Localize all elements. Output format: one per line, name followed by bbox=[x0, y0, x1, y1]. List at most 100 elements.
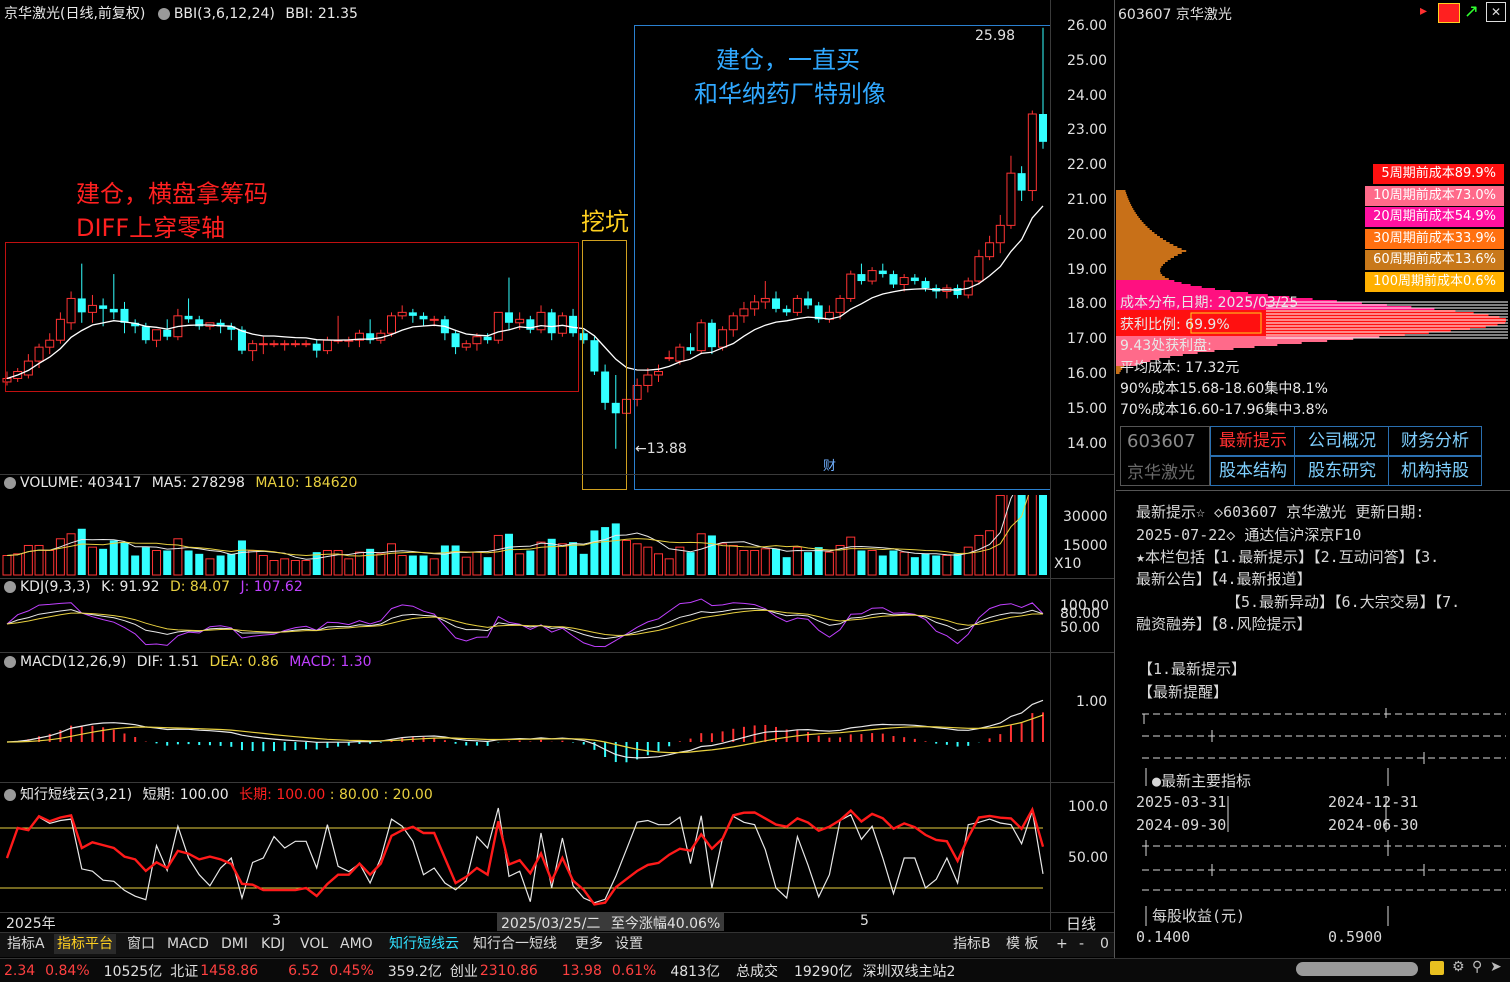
candle-body bbox=[953, 288, 962, 295]
annotation-left-1: 建仓，横盘拿筹码 bbox=[76, 180, 268, 208]
status-item: 10525亿 bbox=[103, 963, 163, 980]
chip-period-item[interactable]: 100周期前成本0.6% bbox=[1365, 271, 1504, 292]
finance-marker[interactable]: 财 bbox=[823, 459, 837, 474]
toolbar-tab[interactable]: MACD bbox=[167, 936, 209, 952]
volume-chart[interactable] bbox=[0, 495, 1050, 577]
bbi-value: BBI: 21.35 bbox=[285, 6, 358, 22]
f10-button[interactable]: 公司概况 bbox=[1294, 426, 1390, 456]
settings-circle-icon[interactable] bbox=[157, 8, 170, 20]
f10-eps-1: 0.1400 bbox=[1136, 928, 1191, 946]
candle-body bbox=[910, 277, 919, 282]
status-item: 19290亿 bbox=[793, 963, 853, 980]
volume-bar bbox=[227, 553, 236, 575]
stock-code: 603607 bbox=[1127, 431, 1196, 452]
arrow-icon[interactable]: ➤ bbox=[1490, 959, 1502, 975]
f10-eps-2: 0.5900 bbox=[1328, 928, 1383, 946]
toolbar-tab[interactable]: 窗口 bbox=[127, 936, 155, 952]
volume-bar bbox=[184, 550, 193, 575]
candle bbox=[910, 274, 919, 285]
volume-bar bbox=[1017, 495, 1026, 575]
f10-button[interactable]: 股本结构 bbox=[1210, 456, 1296, 486]
accumulation-box bbox=[5, 242, 579, 392]
candle bbox=[739, 301, 749, 323]
chip-profit-amount: 9.43处获利盘: bbox=[1120, 338, 1212, 354]
chip-toggle-icon[interactable] bbox=[1438, 3, 1460, 23]
candle-body bbox=[429, 318, 439, 321]
chip-bar bbox=[1116, 294, 1268, 296]
candle bbox=[899, 274, 909, 292]
main-chart-area[interactable]: 京华激光(日线,前复权) BBI(3,6,12,24) BBI: 21.35 建… bbox=[0, 0, 1113, 490]
settings-circle-icon[interactable] bbox=[4, 581, 16, 593]
f10-line-5[interactable]: 【5.最新异动】【6.大宗交易】【7. bbox=[1226, 593, 1461, 611]
candle-body bbox=[611, 402, 620, 414]
toolbar-tab[interactable]: 指标A bbox=[7, 936, 45, 952]
red-flag-icon[interactable]: ▸ bbox=[1420, 3, 1428, 19]
chip-period-item[interactable]: 20周期前成本54.9% bbox=[1365, 207, 1504, 227]
toolbar-tab[interactable]: AMO bbox=[340, 936, 373, 952]
volume-bar bbox=[195, 553, 204, 575]
chip-period-item[interactable]: 60周期前成本13.6% bbox=[1365, 250, 1504, 270]
toolbar-right-button[interactable]: + bbox=[1056, 936, 1068, 952]
candle bbox=[152, 329, 162, 348]
price-axis-label: 25.00 bbox=[1067, 52, 1108, 69]
candlestick-chart[interactable] bbox=[0, 0, 1113, 474]
volume-bar bbox=[34, 544, 44, 576]
f10-button[interactable]: 股东研究 bbox=[1294, 456, 1390, 486]
cloud-chart[interactable] bbox=[0, 802, 1050, 912]
toolbar-right-button[interactable]: 指标B bbox=[953, 936, 991, 952]
toolbar-tab[interactable]: 知行短线云 bbox=[389, 936, 459, 952]
close-icon[interactable]: ✕ bbox=[1486, 2, 1506, 22]
macd-chart[interactable] bbox=[0, 672, 1050, 782]
settings-circle-icon[interactable] bbox=[4, 789, 16, 801]
volume-bar bbox=[354, 551, 364, 576]
candle bbox=[483, 333, 492, 344]
candle-body bbox=[45, 339, 55, 348]
f10-line-3[interactable]: ★本栏包括【1.最新提示】【2.互动问答】【3. bbox=[1136, 548, 1440, 566]
toolbar-tab[interactable]: 指标平台 bbox=[54, 934, 116, 954]
chip-bar bbox=[1116, 200, 1130, 202]
period-label[interactable]: 日线 bbox=[1066, 915, 1097, 933]
candle-body bbox=[664, 357, 674, 360]
settings-gear-icon[interactable]: ⚙ bbox=[1452, 959, 1465, 975]
info-icon[interactable] bbox=[1430, 961, 1444, 975]
f10-button[interactable]: 财务分析 bbox=[1388, 426, 1482, 456]
f10-line-6[interactable]: 融资融券】【8.风险提示】 bbox=[1136, 615, 1312, 633]
toolbar-right-button[interactable]: 0 bbox=[1100, 936, 1109, 952]
candle-body bbox=[601, 371, 610, 403]
toolbar-tab[interactable]: DMI bbox=[221, 936, 248, 952]
settings-circle-icon[interactable] bbox=[4, 477, 16, 489]
f10-line-4[interactable]: 最新公告】【4.最新报道】 bbox=[1136, 570, 1312, 588]
toolbar-tab[interactable]: 设置 bbox=[615, 936, 643, 952]
candle bbox=[429, 315, 439, 327]
lock-icon[interactable]: ⚲ bbox=[1472, 959, 1483, 975]
status-scroll-slider[interactable] bbox=[1296, 962, 1418, 976]
toolbar-tab[interactable]: VOL bbox=[300, 936, 329, 952]
toolbar-right-button[interactable]: - bbox=[1079, 936, 1085, 952]
toolbar-right-button[interactable]: 模 板 bbox=[1006, 936, 1039, 952]
green-arrow-icon[interactable]: ↗ bbox=[1464, 1, 1480, 22]
kdj-j: J: 107.62 bbox=[240, 579, 303, 595]
toolbar-tab[interactable]: 知行合一短线 bbox=[473, 936, 557, 952]
f10-divider bbox=[1116, 490, 1510, 491]
candle bbox=[804, 291, 813, 309]
toolbar-tab[interactable]: KDJ bbox=[261, 936, 286, 952]
candle bbox=[985, 235, 995, 261]
chip-period-item[interactable]: 5周期前成本89.9% bbox=[1373, 164, 1504, 184]
chip-bar bbox=[1116, 308, 1435, 310]
f10-button[interactable]: 最新提示 bbox=[1210, 426, 1296, 456]
macd-dif-line bbox=[6, 699, 1044, 759]
annotation-right-2: 和华纳药厂特别像 bbox=[694, 80, 886, 108]
volume-bar bbox=[66, 533, 76, 576]
chip-period-item[interactable]: 30周期前成本33.9% bbox=[1365, 228, 1504, 249]
volume-bar bbox=[814, 547, 823, 575]
chip-bar bbox=[1116, 218, 1141, 220]
settings-circle-icon[interactable] bbox=[4, 656, 16, 668]
chip-bar bbox=[1116, 276, 1165, 278]
volume-bar bbox=[792, 546, 802, 576]
chip-period-item[interactable]: 10周期前成本73.0% bbox=[1365, 185, 1504, 206]
candle bbox=[1027, 110, 1037, 201]
volume-axis-15000: 15000 bbox=[1063, 538, 1108, 554]
toolbar-tab[interactable]: 更多 bbox=[575, 936, 603, 952]
f10-button[interactable]: 机构持股 bbox=[1388, 456, 1482, 486]
kdj-chart[interactable] bbox=[0, 598, 1050, 652]
